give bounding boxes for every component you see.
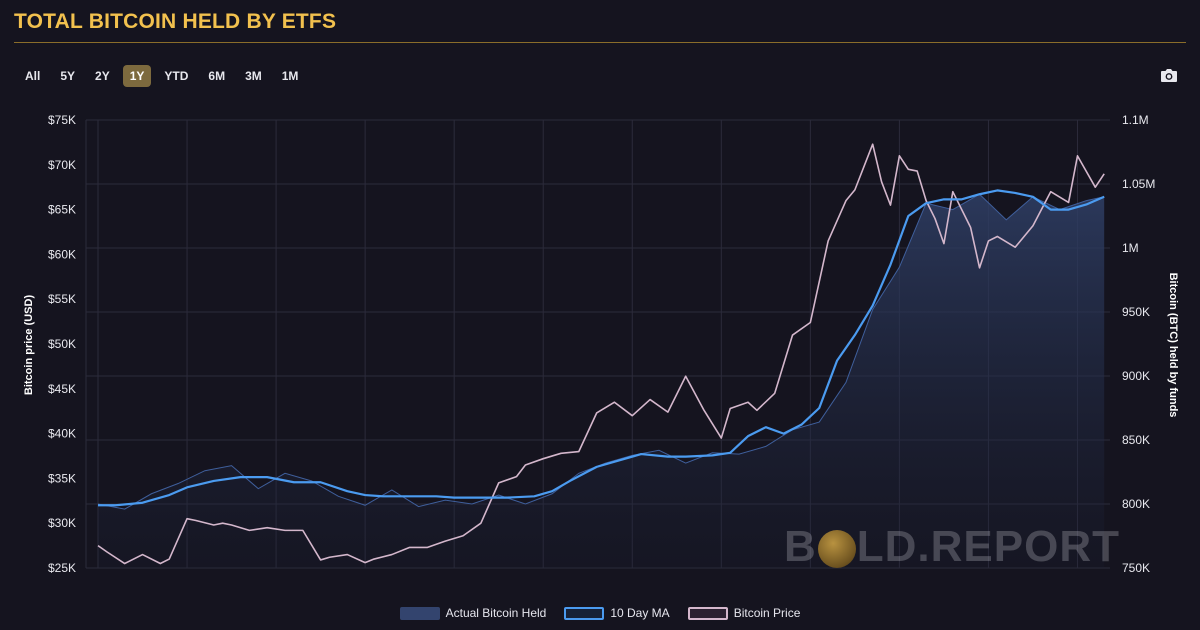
held-line xyxy=(97,193,1105,510)
range-2y-button[interactable]: 2Y xyxy=(95,69,110,83)
range-1y-button[interactable]: 1Y xyxy=(122,65,152,87)
legend: Actual Bitcoin Held 10 Day MA Bitcoin Pr… xyxy=(0,606,1200,620)
legend-item-ma[interactable]: 10 Day MA xyxy=(564,606,670,620)
legend-label-ma: 10 Day MA xyxy=(610,606,670,620)
range-6m-button[interactable]: 6M xyxy=(208,69,226,83)
y-left-tick-label: $25K xyxy=(48,561,76,575)
y-right-tick-label: 1M xyxy=(1122,241,1139,255)
chart-title: TOTAL BITCOIN HELD BY ETFS xyxy=(14,10,337,33)
y-left-tick-label: $50K xyxy=(48,337,76,351)
legend-swatch-price xyxy=(687,606,728,620)
legend-item-price[interactable]: Bitcoin Price xyxy=(687,606,801,620)
series-bitcoin-price xyxy=(97,143,1105,565)
title-divider xyxy=(14,42,1186,43)
legend-label-held: Actual Bitcoin Held xyxy=(445,606,547,620)
y-right-tick-label: 1.1M xyxy=(1122,113,1149,127)
range-ytd-button[interactable]: YTD xyxy=(164,69,189,83)
ma-line xyxy=(98,189,1105,507)
y-left-tick-label: $75K xyxy=(48,113,76,127)
price-line xyxy=(97,143,1105,565)
y-right-tick-label: 900K xyxy=(1122,369,1150,383)
held-area xyxy=(98,194,1105,568)
watermark-text-right: LD.REPORT xyxy=(856,522,1121,571)
camera-icon[interactable] xyxy=(1160,67,1178,83)
legend-item-held[interactable]: Actual Bitcoin Held xyxy=(399,606,547,620)
legend-swatch-ma xyxy=(564,606,605,620)
watermark-text-left: B xyxy=(784,522,817,571)
y-left-tick-label: $40K xyxy=(48,427,76,441)
y-axis-right-title: Bitcoin (BTC) held by funds xyxy=(1167,273,1179,418)
y-left-tick-label: $70K xyxy=(48,158,76,172)
y-right-tick-label: 850K xyxy=(1122,433,1150,447)
series-10-day-ma xyxy=(98,189,1105,507)
y-right-tick-label: 1.05M xyxy=(1122,177,1155,191)
y-left-tick-label: $55K xyxy=(48,292,76,306)
range-3m-button[interactable]: 3M xyxy=(245,69,262,83)
series-actual-bitcoin-held xyxy=(97,193,1105,568)
y-left-tick-label: $45K xyxy=(48,382,76,396)
y-right-tick-label: 950K xyxy=(1122,305,1150,319)
y-axis-right: 750K 800K 850K 900K 950K 1M 1.05M 1.1M xyxy=(1122,113,1155,575)
y-axis-left-title: Bitcoin price (USD) xyxy=(23,295,35,396)
y-right-tick-label: 800K xyxy=(1122,497,1150,511)
range-all-button[interactable]: All xyxy=(25,69,41,83)
y-left-tick-label: $35K xyxy=(48,471,76,485)
range-1m-button[interactable]: 1M xyxy=(281,69,299,83)
range-selector: All 5Y 2Y 1Y YTD 6M 3M 1M xyxy=(18,64,305,88)
range-5y-button[interactable]: 5Y xyxy=(60,69,76,83)
y-left-tick-label: $65K xyxy=(48,203,76,217)
y-right-tick-label: 750K xyxy=(1122,561,1150,575)
y-left-tick-label: $60K xyxy=(48,247,76,261)
bitcoin-coin-icon xyxy=(817,530,856,568)
watermark-logo: B LD.REPORT xyxy=(784,522,1120,572)
chart-area: $25K $30K $35K $40K $45K $50K $55K $60K $65K $70K… xyxy=(23,113,1179,575)
legend-swatch-held xyxy=(399,606,440,620)
y-left-tick-label: $30K xyxy=(48,516,76,530)
legend-label-price: Bitcoin Price xyxy=(733,606,801,620)
y-axis-left: $25K $30K $35K $40K $45K $50K $55K $60K $65K $70K… xyxy=(48,113,76,575)
